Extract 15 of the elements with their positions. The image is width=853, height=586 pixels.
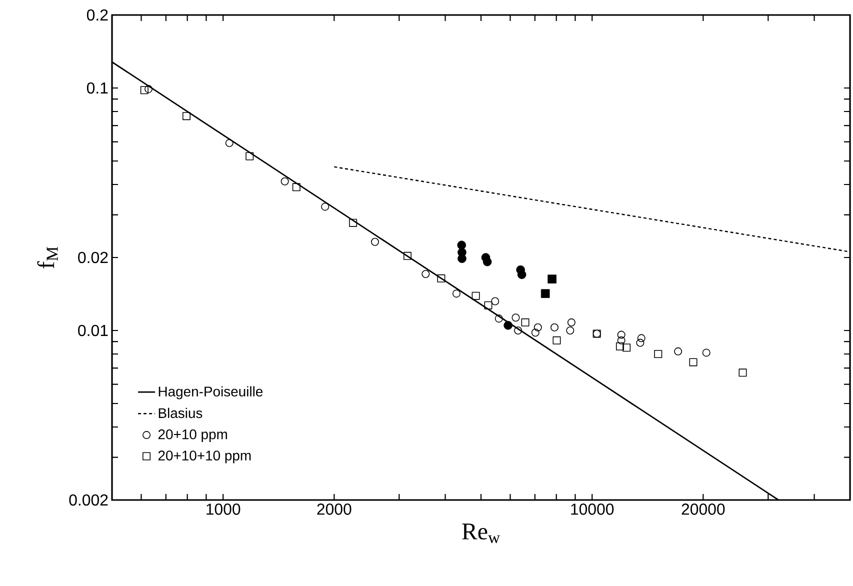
legend-label: 20+10+10 ppm <box>158 450 251 464</box>
legend-label: 20+10 ppm <box>158 429 227 442</box>
x-tick-label: 20000 <box>682 504 725 515</box>
x-axis-title: Re$_{w}$ <box>462 524 500 544</box>
x-tick-label: 2000 <box>317 504 352 515</box>
y-tick-label: 0.002 <box>69 494 108 506</box>
y-tick-label: 0.1 <box>86 82 108 94</box>
x-tick-label: 1000 <box>206 504 240 515</box>
y-tick-label: 0.01 <box>78 324 108 336</box>
y-tick-label: 0.02 <box>78 252 108 264</box>
y-tick-label: 0.2 <box>86 9 108 21</box>
legend-label: Hagen-Poiseuille <box>158 386 263 400</box>
y-axis-title: f$_{M}$ <box>37 246 58 268</box>
legend-label: Blasius <box>158 408 202 418</box>
x-tick-label: 10000 <box>571 504 614 515</box>
